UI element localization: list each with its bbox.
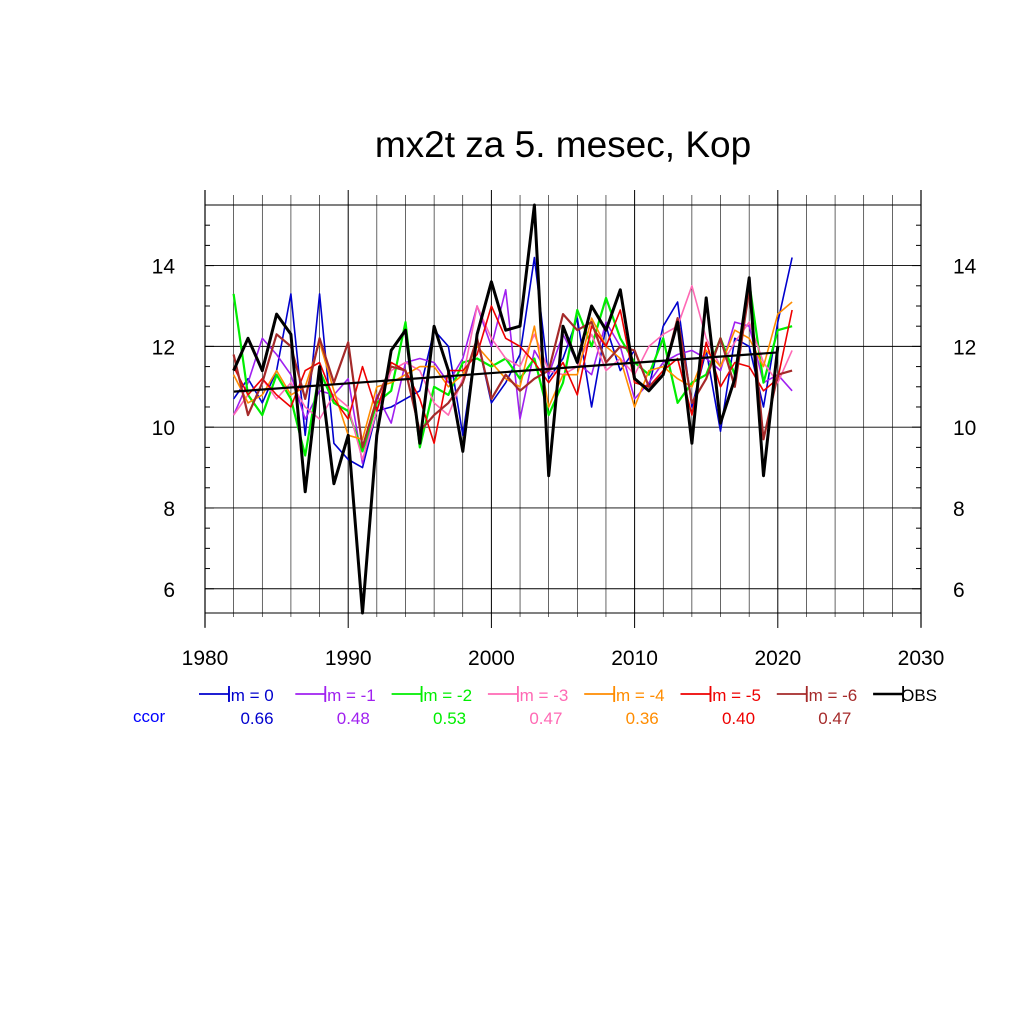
y-tick-label-left: 8 xyxy=(163,498,175,521)
axis-tick-labels: 6 6 8 8 10 10 12 12 14 14 1980 1990 2000 2010 2020 2030 xyxy=(152,256,977,670)
x-tick-label: 2000 xyxy=(468,647,515,670)
legend-ccor-value: 0.36 xyxy=(626,709,659,728)
legend-ccor-value: 0.47 xyxy=(529,709,562,728)
legend-entry-4: lm = -4 0.36 xyxy=(584,686,665,728)
legend-label: lm = -1 xyxy=(323,686,375,705)
legend-ccor-value: 0.40 xyxy=(722,709,755,728)
y-tick-label-right: 14 xyxy=(953,256,977,279)
legend-ccor-value: 0.66 xyxy=(240,709,273,728)
trend-line xyxy=(233,351,778,393)
legend-label: lm = -6 xyxy=(805,686,857,705)
legend-entry-0: lm = 0 0.66 xyxy=(199,686,274,728)
legend-entry-7: OBS xyxy=(873,686,937,705)
series-lines xyxy=(232,203,793,615)
y-tick-label-right: 12 xyxy=(953,336,976,359)
x-tick-label: 1980 xyxy=(182,647,229,670)
series-line-6 xyxy=(232,288,793,449)
legend-entry-3: lm = -3 0.47 xyxy=(487,686,568,728)
axis-ticks xyxy=(204,224,922,628)
y-tick-label-left: 10 xyxy=(152,417,175,440)
legend-label: lm = -4 xyxy=(612,686,664,705)
y-tick-label-right: 10 xyxy=(953,417,976,440)
y-tick-label-left: 6 xyxy=(163,579,175,602)
legend-ccor-value: 0.53 xyxy=(433,709,466,728)
legend-label: lm = -2 xyxy=(420,686,472,705)
x-tick-label: 2020 xyxy=(754,647,801,670)
grid xyxy=(205,190,921,617)
legend-label: OBS xyxy=(901,686,937,705)
y-tick-label-right: 8 xyxy=(953,498,965,521)
x-tick-label: 2030 xyxy=(898,647,945,670)
plot-frame xyxy=(204,190,922,627)
legend-label: lm = 0 xyxy=(227,686,274,705)
legend-entry-2: lm = -2 0.53 xyxy=(391,686,472,728)
x-tick-label: 2010 xyxy=(611,647,658,670)
series-line-3 xyxy=(232,285,793,461)
legend-ccor-value: 0.47 xyxy=(818,709,851,728)
legend-entry-6: lm = -6 0.47 xyxy=(776,686,857,728)
legend-label: lm = -5 xyxy=(709,686,761,705)
y-tick-label-right: 6 xyxy=(953,579,965,602)
y-tick-label-left: 14 xyxy=(152,256,176,279)
series-line-1 xyxy=(232,289,793,465)
legend-entry-1: lm = -1 0.48 xyxy=(295,686,376,728)
y-tick-label-left: 12 xyxy=(152,336,175,359)
legend-ccor-value: 0.48 xyxy=(337,709,370,728)
chart-title: mx2t za 5. mesec, Kop xyxy=(375,124,751,165)
ccor-label: ccor xyxy=(133,707,165,726)
trend-line-group xyxy=(233,351,778,393)
legend-label: lm = -3 xyxy=(516,686,568,705)
x-tick-label: 1990 xyxy=(325,647,372,670)
series-line-7 xyxy=(232,203,780,615)
legend-entry-5: lm = -5 0.40 xyxy=(680,686,761,728)
